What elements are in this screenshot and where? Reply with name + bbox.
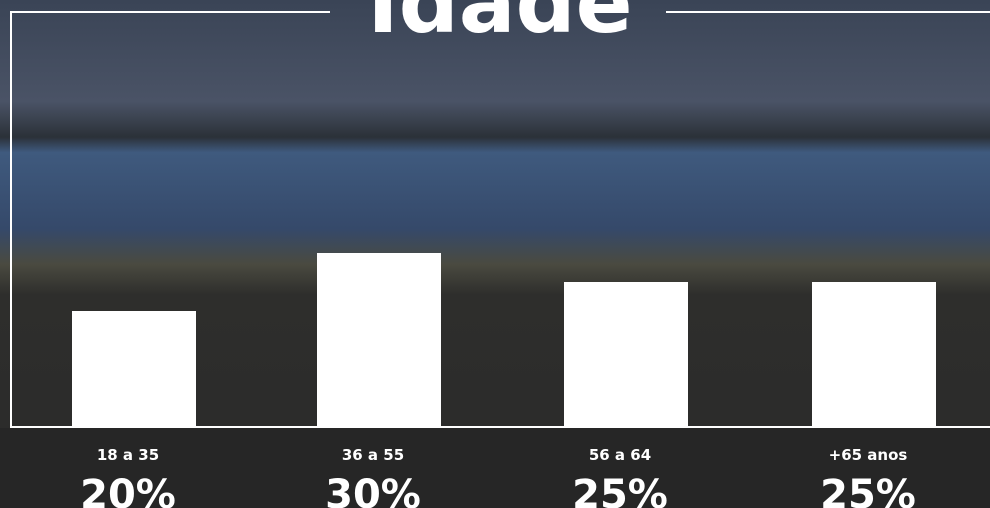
bar (317, 253, 441, 427)
chart: Idade 18 a 35 20% 36 a 55 30% 56 a 64 25% +65 … (0, 0, 990, 508)
value-label: 30% (325, 472, 421, 508)
page: Idade 18 a 35 20% 36 a 55 30% 56 a 64 25% +65 … (0, 0, 990, 508)
category-label: 56 a 64 (589, 446, 651, 464)
value-label: 20% (80, 472, 176, 508)
bar (812, 282, 936, 427)
chart-title: Idade (367, 0, 632, 52)
value-label: 25% (572, 472, 668, 508)
bar (564, 282, 688, 427)
category-label: +65 anos (829, 446, 908, 464)
bar (72, 311, 196, 427)
value-label: 25% (820, 472, 916, 508)
category-label: 36 a 55 (342, 446, 404, 464)
category-label: 18 a 35 (97, 446, 159, 464)
